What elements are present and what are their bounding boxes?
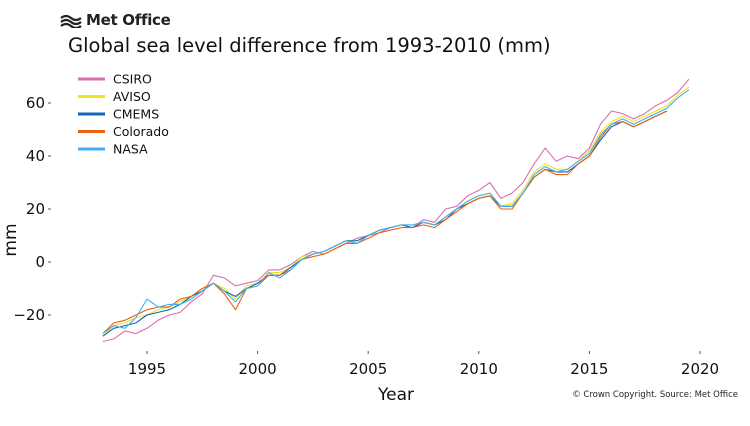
x-tick-label: 2015 — [570, 360, 608, 378]
series-line-nasa — [102, 89, 690, 335]
y-tick-label: −20 — [13, 306, 45, 324]
y-tick-label: 20 — [26, 200, 45, 218]
legend-label-csiro: CSIRO — [113, 72, 152, 87]
x-tick-label: 1995 — [128, 360, 166, 378]
y-tick-label: 60 — [26, 94, 45, 112]
legend-label-colorado: Colorado — [113, 124, 169, 139]
legend: CSIRO AVISO CMEMS Colorado NASA — [78, 72, 169, 157]
series-line-colorado — [102, 110, 668, 334]
copyright-credit: © Crown Copyright. Source: Met Office — [572, 390, 738, 400]
x-tick-label: 2000 — [239, 360, 277, 378]
brand-name: Met Office — [86, 11, 171, 29]
chart-title: Global sea level difference from 1993-20… — [68, 34, 551, 57]
legend-label-nasa: NASA — [113, 142, 148, 157]
legend-label-cmems: CMEMS — [113, 107, 159, 122]
x-tick-label: 2005 — [349, 360, 387, 378]
met-office-waves-icon — [60, 14, 82, 28]
legend-label-aviso: AVISO — [113, 89, 151, 104]
x-tick-label: 2020 — [681, 360, 719, 378]
x-axis-label: Year — [377, 385, 414, 405]
y-tick-label: 0 — [35, 253, 45, 271]
y-tick-label: 40 — [26, 147, 45, 165]
x-tick-label: 2010 — [460, 360, 498, 378]
series-line-cmems — [102, 110, 668, 337]
series-line-csiro — [102, 78, 690, 343]
met-office-logo: Met Office — [60, 12, 171, 29]
y-axis-label: mm — [1, 223, 21, 256]
